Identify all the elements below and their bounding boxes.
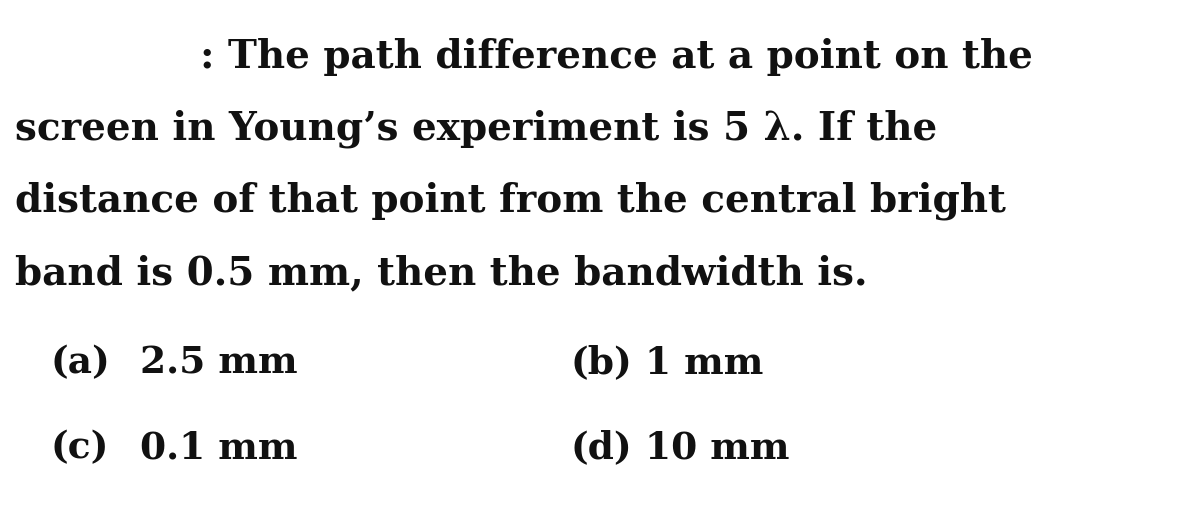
Text: 2.5 mm: 2.5 mm bbox=[140, 344, 298, 381]
Text: band is 0.5 mm, then the bandwidth is.: band is 0.5 mm, then the bandwidth is. bbox=[14, 254, 868, 292]
Text: 0.1 mm: 0.1 mm bbox=[140, 429, 298, 467]
Text: (b): (b) bbox=[570, 344, 632, 381]
Text: (d): (d) bbox=[570, 429, 631, 467]
Text: : The path difference at a point on the: : The path difference at a point on the bbox=[200, 38, 1033, 76]
Text: 10 mm: 10 mm bbox=[646, 429, 790, 467]
Text: (a): (a) bbox=[50, 344, 110, 381]
Text: (c): (c) bbox=[50, 429, 108, 467]
Text: 1 mm: 1 mm bbox=[646, 344, 763, 381]
Text: screen in Young’s experiment is 5 λ. If the: screen in Young’s experiment is 5 λ. If … bbox=[14, 110, 937, 149]
Text: distance of that point from the central bright: distance of that point from the central … bbox=[14, 182, 1006, 221]
